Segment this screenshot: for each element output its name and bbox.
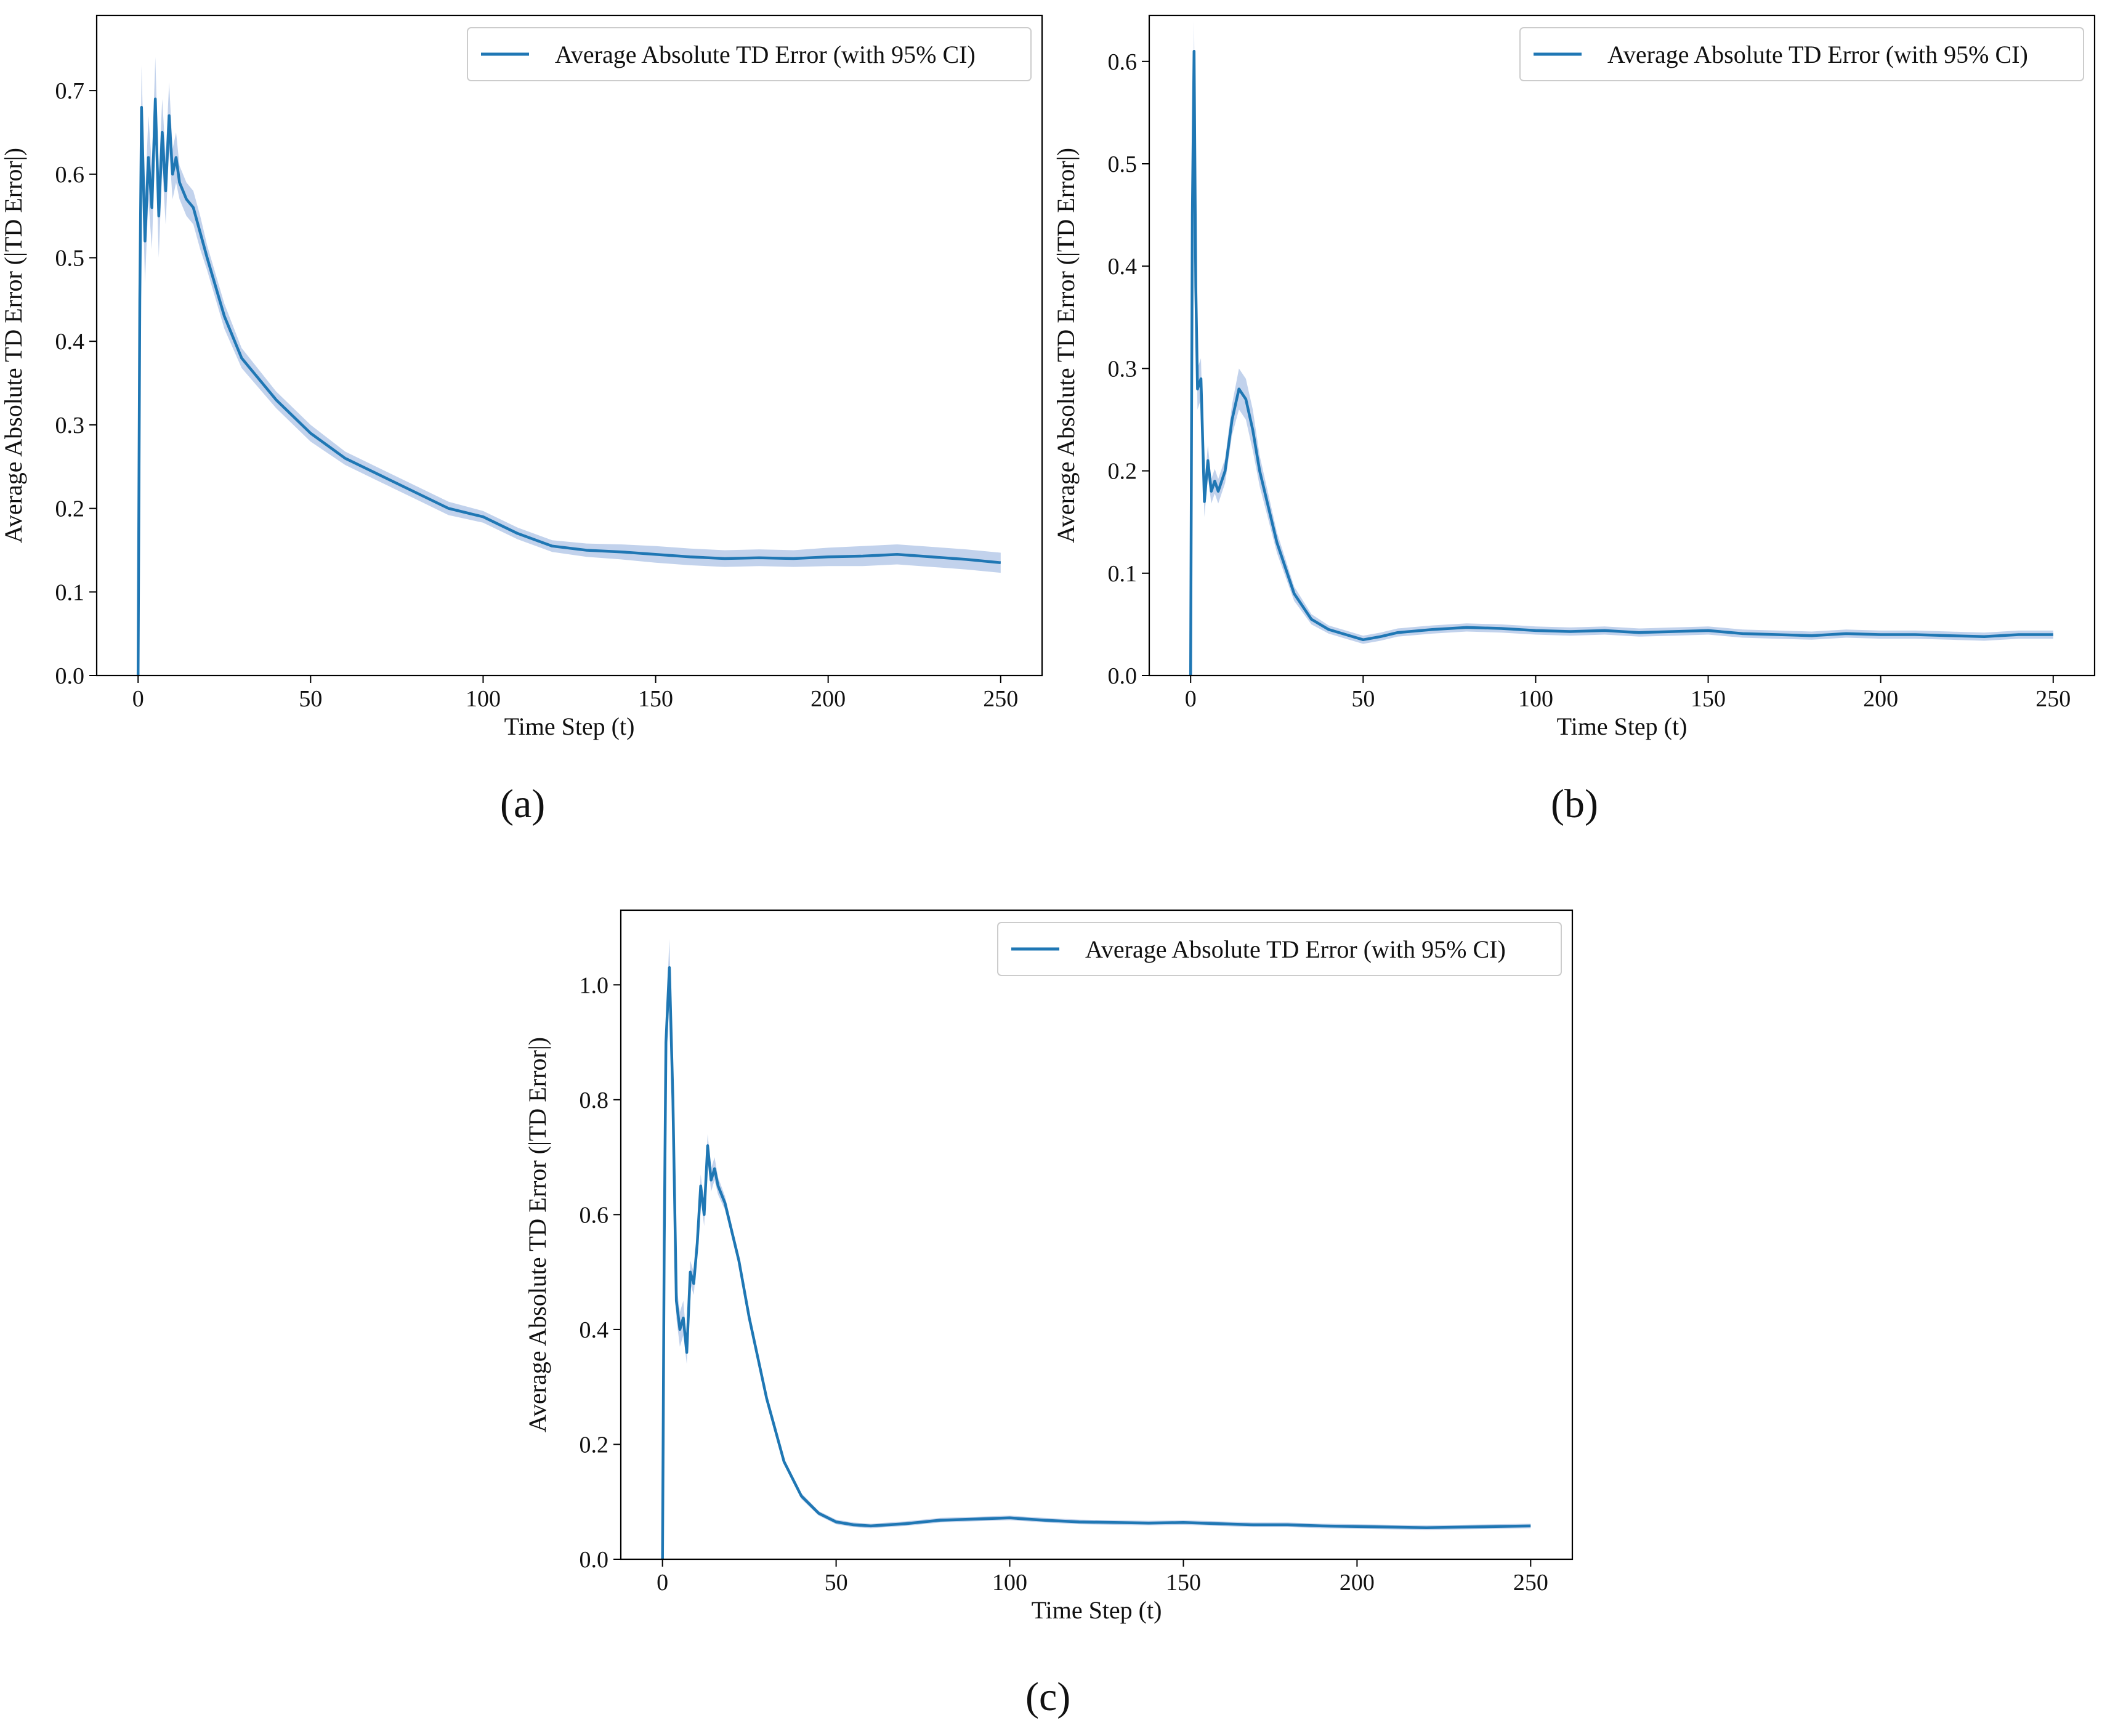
x-tick-label: 250 (983, 686, 1018, 712)
ci-band (662, 939, 1531, 1559)
y-tick-label: 0.4 (55, 329, 85, 355)
x-tick-label: 50 (825, 1570, 848, 1596)
y-tick-label: 0.2 (55, 496, 85, 522)
y-tick-label: 0.2 (580, 1432, 609, 1458)
chart-panel-b: 0 50 100 150 200 250 0.0 0.1 0.2 0.3 0.4 0.5 0.6 Time… (1052, 14, 2096, 740)
y-tick-label: 0.1 (55, 579, 85, 605)
caption-c: (c) (1025, 1674, 1071, 1719)
x-axis-label: Time Step (t) (1032, 1596, 1162, 1624)
x-tick-label: 200 (1340, 1570, 1375, 1596)
y-tick-label: 0.5 (1108, 151, 1138, 177)
x-tick-label: 150 (638, 686, 673, 712)
chart-panel-a: 0 50 100 150 200 250 0.0 0.1 0.2 0.3 0.4 0.5 0.6 0.7 T… (0, 14, 1043, 740)
legend-box (997, 922, 1562, 976)
y-axis-label: Average Absolute TD Error (|TD Error|) (523, 1037, 551, 1432)
x-tick-label: 50 (1351, 686, 1375, 712)
x-tick-label: 200 (810, 686, 846, 712)
plot-frame (1148, 14, 2096, 677)
y-tick-label: 0.8 (580, 1088, 609, 1113)
y-tick-label: 1.0 (580, 972, 609, 998)
ci-band (138, 57, 1001, 676)
x-axis-label: Time Step (t) (504, 713, 635, 740)
plot-frame (95, 14, 1043, 677)
x-tick-label: 200 (1863, 686, 1898, 712)
series-line (1189, 49, 2053, 676)
y-tick-label: 0.0 (1108, 663, 1138, 689)
legend-label: Average Absolute TD Error (with 95% CI) (555, 41, 976, 68)
chart-panel-c: 0 50 100 150 200 250 0.0 0.2 0.4 0.6 0.8 1.0 Time St… (523, 909, 1574, 1624)
y-tick-label: 0.6 (580, 1202, 609, 1228)
x-tick-label: 50 (299, 686, 322, 712)
x-axis-label: Time Step (t) (1557, 713, 1688, 740)
x-tick-label: 100 (466, 686, 501, 712)
caption-a: (a) (500, 781, 546, 826)
x-tick-label: 150 (1691, 686, 1726, 712)
x-tick-label: 0 (657, 1570, 668, 1596)
y-tick-label: 0.6 (55, 162, 85, 188)
y-tick-label: 0.5 (55, 246, 85, 272)
y-tick-label: 0.3 (1108, 356, 1138, 382)
ci-band (1190, 20, 2053, 676)
x-tick-label: 0 (1185, 686, 1197, 712)
y-tick-label: 0.4 (580, 1317, 609, 1343)
x-tick-label: 100 (992, 1570, 1027, 1596)
y-tick-label: 0.7 (55, 78, 85, 104)
legend-box (467, 27, 1032, 81)
y-tick-label: 0.2 (1108, 459, 1138, 485)
y-tick-label: 0.6 (1108, 49, 1138, 75)
y-tick-label: 0.3 (55, 413, 85, 438)
x-tick-label: 150 (1166, 1570, 1201, 1596)
y-axis-label: Average Absolute TD Error (|TD Error|) (0, 148, 27, 543)
x-tick-label: 250 (2035, 686, 2071, 712)
y-tick-label: 0.0 (55, 663, 85, 689)
x-tick-label: 250 (1513, 1570, 1548, 1596)
series-line (661, 966, 1531, 1560)
legend-label: Average Absolute TD Error (with 95% CI) (1607, 41, 2028, 68)
legend-box (1519, 27, 2084, 81)
y-tick-label: 0.0 (580, 1547, 609, 1573)
y-tick-label: 0.1 (1108, 561, 1138, 587)
y-tick-label: 0.4 (1108, 254, 1138, 280)
legend-label: Average Absolute TD Error (with 95% CI) (1085, 935, 1506, 963)
series-line (136, 97, 1001, 676)
y-axis-label: Average Absolute TD Error (|TD Error|) (1052, 148, 1080, 543)
caption-b: (b) (1551, 781, 1598, 826)
plot-frame (620, 909, 1574, 1560)
x-tick-label: 0 (132, 686, 144, 712)
x-tick-label: 100 (1518, 686, 1553, 712)
